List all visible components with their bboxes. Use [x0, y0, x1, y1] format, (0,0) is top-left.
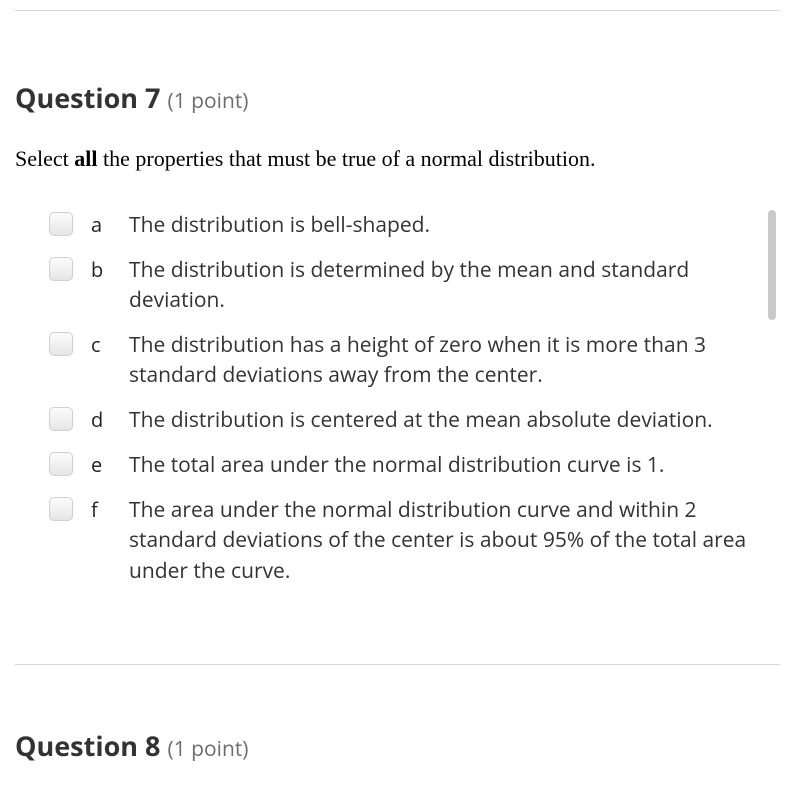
option-text: The distribution has a height of zero wh…	[125, 330, 780, 391]
option-letter: c	[73, 330, 125, 358]
option-row: b The distribution is determined by the …	[49, 255, 780, 316]
prompt-bold: all	[74, 146, 97, 171]
options-list: a The distribution is bell-shaped. b The…	[15, 210, 780, 586]
question-number: Question 7	[15, 79, 160, 116]
checkbox-b[interactable]	[49, 257, 73, 281]
prompt-post: the properties that must be true of a no…	[98, 146, 596, 171]
question-prompt: Select all the properties that must be t…	[15, 146, 780, 172]
option-letter: f	[73, 495, 125, 523]
question-points: (1 point)	[168, 87, 249, 115]
option-letter: b	[73, 255, 125, 283]
checkbox-c[interactable]	[49, 332, 73, 356]
question-number: Question 8	[15, 727, 160, 764]
option-row: d The distribution is centered at the me…	[49, 405, 780, 436]
question-7-block: Question 7 (1 point) Select all the prop…	[15, 21, 780, 654]
option-text: The area under the normal distribution c…	[125, 495, 780, 586]
question-heading: Question 7 (1 point)	[15, 79, 780, 116]
question-8-block: Question 8 (1 point)	[15, 675, 780, 764]
option-row: f The area under the normal distribution…	[49, 495, 780, 586]
option-letter: d	[73, 405, 125, 433]
option-row: c The distribution has a height of zero …	[49, 330, 780, 391]
option-text: The distribution is centered at the mean…	[125, 405, 780, 435]
option-letter: e	[73, 450, 125, 478]
option-text: The total area under the normal distribu…	[125, 450, 780, 480]
checkbox-d[interactable]	[49, 407, 73, 431]
option-row: a The distribution is bell-shaped.	[49, 210, 780, 241]
checkbox-f[interactable]	[49, 497, 73, 521]
checkbox-e[interactable]	[49, 452, 73, 476]
option-letter: a	[73, 210, 125, 238]
checkbox-a[interactable]	[49, 212, 73, 236]
option-text: The distribution is bell-shaped.	[125, 210, 780, 240]
bottom-divider	[15, 664, 780, 665]
top-divider	[15, 10, 780, 11]
prompt-pre: Select	[15, 146, 74, 171]
question-heading: Question 8 (1 point)	[15, 727, 780, 764]
option-text: The distribution is determined by the me…	[125, 255, 780, 316]
question-points: (1 point)	[168, 735, 249, 763]
option-row: e The total area under the normal distri…	[49, 450, 780, 481]
scrollbar-thumb[interactable]	[768, 210, 776, 320]
